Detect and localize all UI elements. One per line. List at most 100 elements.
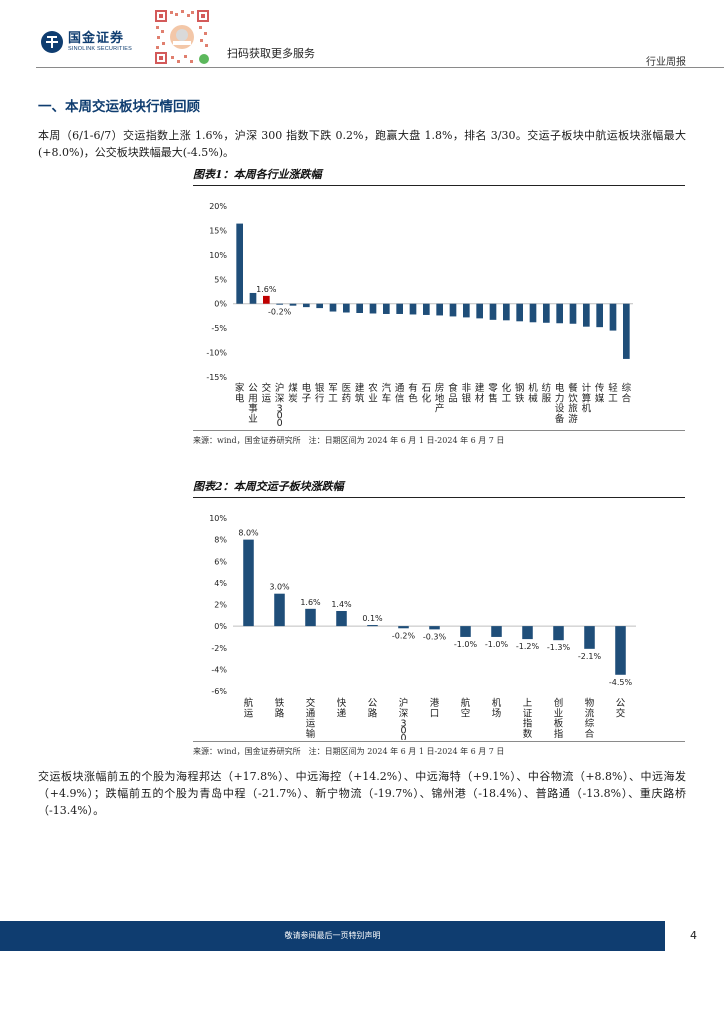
subsector-chart-category-label: 快递 — [337, 697, 347, 719]
header-divider — [36, 67, 724, 68]
industry-chart-data-label: -0.2% — [268, 308, 292, 317]
industry-chart-category-label: 医药 — [342, 383, 352, 404]
industry-chart-category-label: 汽车 — [382, 382, 392, 404]
subsector-chart-category-label: 交通运输 — [306, 697, 316, 740]
subsector-chart-bar — [553, 626, 564, 641]
subsector-chart-bar — [615, 626, 626, 675]
stocks-paragraph: 交运板块涨幅前五的个股为海程邦达（+17.8%）、中远海控（+14.2%）、中远… — [38, 770, 686, 817]
industry-chart-ytick-label: 0% — [214, 300, 227, 309]
footer-disclaimer: 敬请参阅最后一页特别声明 — [284, 931, 381, 940]
industry-chart-bar — [303, 303, 310, 308]
subsector-chart-ytick-label: 0% — [214, 622, 227, 631]
industry-chart-category-label: 建筑 — [355, 382, 365, 404]
section-title: 一、本周交运板块行情回顾 — [38, 99, 200, 115]
subsector-chart-data-label: -1.3% — [547, 643, 571, 652]
qr-code-icon[interactable] — [153, 8, 211, 66]
industry-chart-category-label: 通信 — [395, 383, 405, 404]
logo-chinese-name: 国金证券 — [68, 30, 125, 46]
industry-chart-bar — [369, 303, 377, 314]
intro-paragraph: 本周（6/1-6/7）交运指数上涨 1.6%，沪深 300 指数下跌 0.2%，… — [38, 129, 686, 159]
industry-chart-bar — [343, 303, 350, 313]
industry-chart-bar — [356, 303, 363, 313]
subsector-chart-data-label: 1.6% — [300, 598, 321, 607]
industry-chart-bar — [556, 303, 563, 324]
logo-mark-icon — [41, 31, 63, 53]
industry-chart-bar — [249, 292, 257, 304]
industry-chart-bar — [596, 303, 603, 328]
industry-chart-category-label: 计算机 — [582, 382, 592, 415]
industry-chart-category-label: 纺服 — [542, 382, 552, 404]
industry-chart-data-label: 1.6% — [256, 285, 277, 294]
logo-english-name: SINOLINK SECURITIES — [68, 45, 133, 52]
industry-chart-ytick-label: 5% — [214, 275, 227, 284]
subsector-chart-bar — [305, 608, 316, 627]
industry-chart-category-label: 轻工 — [608, 382, 618, 404]
industry-chart-category-label: 房地产 — [435, 382, 445, 415]
subsector-chart-data-label: -0.3% — [423, 632, 447, 641]
industry-chart-category-label: 电子 — [302, 382, 312, 404]
subsector-chart-data-label: 1.4% — [331, 600, 352, 609]
industry-returns-chart: 20% 15% 10% 5% 0% -5% -10% -15% 家电 公用事业 1.6% 交运 -0.2… — [193, 190, 685, 430]
industry-chart-category-label: 石化 — [422, 383, 432, 404]
subsector-chart-ytick-label: -6% — [211, 687, 227, 696]
industry-chart-category-label: 沪深 3 0 0 — [275, 382, 285, 429]
industry-chart-bar — [409, 303, 417, 315]
industry-chart-ytick-label: -15% — [206, 373, 227, 382]
subsector-chart-data-label: -2.1% — [578, 652, 602, 661]
subsector-chart-category-label: 航空 — [461, 697, 471, 719]
subsector-chart-bar — [243, 539, 254, 627]
industry-chart-category-label: 综合 — [622, 382, 632, 404]
subsector-chart-ytick-label: 4% — [214, 579, 227, 588]
subsector-chart-category-label: 航运 — [244, 697, 254, 719]
subsector-chart-bar — [336, 610, 347, 627]
industry-chart-bar — [529, 303, 537, 323]
figure-2-title: 图表2：本周交运子板块涨跌幅 — [193, 480, 344, 493]
industry-chart-category-label: 农业 — [368, 382, 378, 404]
industry-chart-bar — [236, 223, 243, 304]
subsector-chart-category-label: 创业板指 — [554, 697, 564, 740]
subsector-chart-bar — [398, 626, 409, 629]
industry-chart-bar — [569, 303, 577, 324]
subsector-chart-category-label: 铁路 — [275, 697, 285, 719]
qr-caption: 扫码获取更多服务 — [227, 47, 315, 60]
industry-chart-bar — [276, 303, 283, 305]
subsector-chart-data-label: -1.0% — [454, 640, 478, 649]
subsector-chart-category-label: 机场 — [492, 697, 502, 719]
industry-chart-bar — [263, 295, 270, 304]
figure-1-source: 来源：wind，国金证券研究所 注：日期区间为 2024 年 6 月 1 日-2… — [193, 436, 505, 445]
industry-chart-category-label: 非银 — [462, 382, 472, 404]
subsector-chart-ytick-label: 10% — [209, 514, 227, 523]
subsector-chart-bar — [491, 626, 502, 637]
industry-chart-bar — [609, 303, 617, 331]
subsector-chart-ytick-label: 6% — [214, 557, 227, 566]
industry-chart-ytick-label: 20% — [209, 202, 227, 211]
figure-2-top-rule — [193, 497, 685, 498]
subsector-chart-category-label: 公路 — [368, 698, 378, 719]
industry-chart-bar — [383, 303, 390, 314]
industry-chart-category-label: 公用事业 — [248, 383, 258, 425]
industry-chart-bar — [516, 303, 523, 322]
subsector-chart-category-label: 上证指数 — [523, 698, 533, 740]
subsector-chart-ytick-label: 8% — [214, 536, 227, 545]
figure-1-top-rule — [193, 185, 685, 186]
figure-2-bottom-rule — [193, 741, 685, 742]
industry-chart-bar — [583, 303, 590, 327]
industry-chart-category-label: 建材 — [475, 382, 485, 404]
industry-chart-bar — [423, 303, 430, 315]
footer-bar — [0, 921, 665, 951]
subsector-chart-category-label: 港口 — [430, 697, 440, 719]
subsector-chart-bar — [584, 626, 595, 649]
industry-chart-bar — [463, 303, 470, 318]
industry-chart-category-label: 家电 — [235, 382, 245, 404]
subsector-chart-category-label: 物流综合 — [585, 697, 595, 740]
industry-chart-bar — [623, 303, 630, 359]
industry-chart-bar — [489, 303, 497, 320]
industry-chart-category-label: 食品 — [448, 382, 458, 404]
industry-chart-category-label: 餐饮旅游 — [568, 382, 578, 425]
industry-chart-category-label: 交运 — [262, 382, 272, 404]
industry-chart-category-label: 银行 — [315, 382, 325, 404]
figure-2-source: 来源：wind，国金证券研究所 注：日期区间为 2024 年 6 月 1 日-2… — [193, 747, 505, 756]
company-logo: 国金证券 SINOLINK SECURITIES — [40, 30, 132, 54]
subsector-chart-bar — [274, 593, 285, 627]
